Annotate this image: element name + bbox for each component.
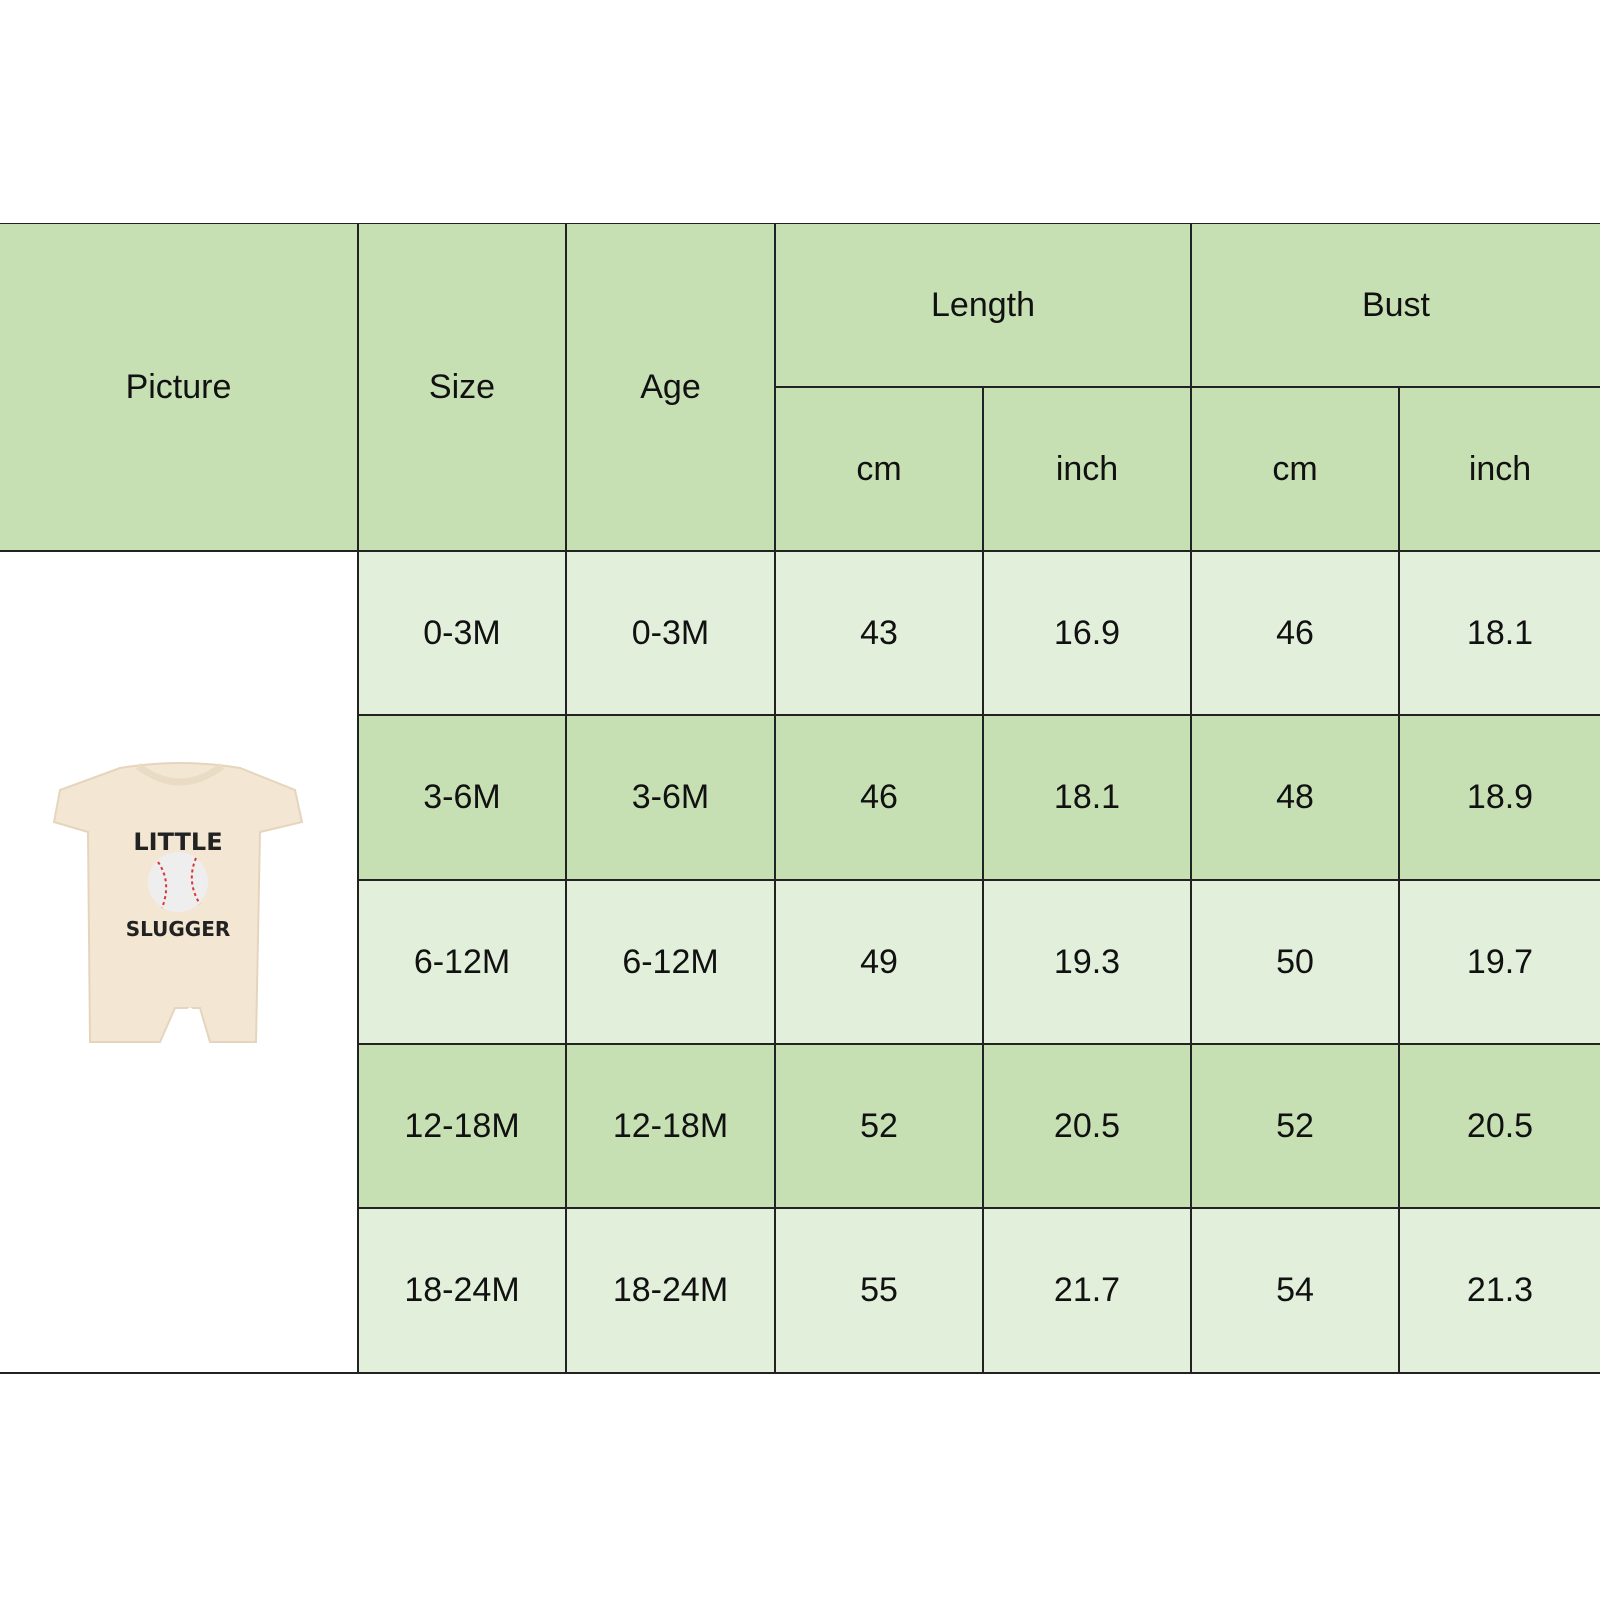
cell-size: 6-12M [359, 881, 567, 1045]
cell-length-inch: 19.3 [984, 881, 1192, 1045]
print-text-top: LITTLE [133, 828, 222, 856]
cell-age: 3-6M [567, 716, 776, 881]
cell-length-inch: 16.9 [984, 552, 1192, 716]
cell-bust-cm: 48 [1192, 716, 1400, 881]
cell-size: 3-6M [359, 716, 567, 881]
cell-age: 12-18M [567, 1045, 776, 1209]
cell-size: 18-24M [359, 1209, 567, 1374]
header-age: Age [567, 224, 776, 552]
cell-size: 12-18M [359, 1045, 567, 1209]
cell-bust-inch: 20.5 [1400, 1045, 1600, 1209]
cell-bust-inch: 18.1 [1400, 552, 1600, 716]
cell-age: 18-24M [567, 1209, 776, 1374]
cell-age: 0-3M [567, 552, 776, 716]
cell-bust-inch: 19.7 [1400, 881, 1600, 1045]
cell-bust-inch: 21.3 [1400, 1209, 1600, 1374]
cell-bust-cm: 46 [1192, 552, 1400, 716]
header-bust-inch: inch [1400, 388, 1600, 552]
cell-size: 0-3M [359, 552, 567, 716]
cell-length-inch: 21.7 [984, 1209, 1192, 1374]
header-length-inch: inch [984, 388, 1192, 552]
cell-age: 6-12M [567, 881, 776, 1045]
cell-length-cm: 55 [776, 1209, 984, 1374]
cell-length-inch: 18.1 [984, 716, 1192, 881]
header-length-cm: cm [776, 388, 984, 552]
header-size: Size [359, 224, 567, 552]
cell-length-cm: 49 [776, 881, 984, 1045]
header-bust: Bust [1192, 224, 1600, 388]
cell-bust-cm: 52 [1192, 1045, 1400, 1209]
cell-bust-inch: 18.9 [1400, 716, 1600, 881]
cell-length-cm: 43 [776, 552, 984, 716]
romper-product-image: LITTLE SLUGGER [52, 762, 304, 1043]
header-picture: Picture [0, 224, 359, 552]
cell-bust-cm: 54 [1192, 1209, 1400, 1374]
header-bust-cm: cm [1192, 388, 1400, 552]
cell-bust-cm: 50 [1192, 881, 1400, 1045]
print-text-bottom: SLUGGER [126, 917, 231, 941]
cell-length-cm: 46 [776, 716, 984, 881]
cell-length-inch: 20.5 [984, 1045, 1192, 1209]
header-length: Length [776, 224, 1192, 388]
cell-length-cm: 52 [776, 1045, 984, 1209]
